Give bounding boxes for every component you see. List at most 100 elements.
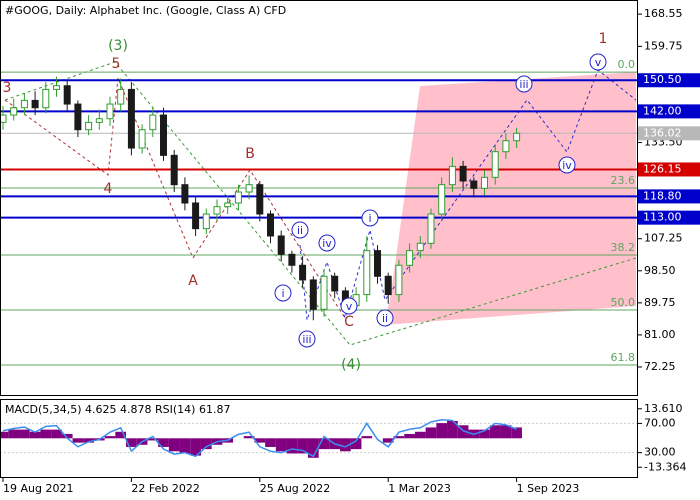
fib-label: 38.2 xyxy=(611,241,636,254)
y-tick-label: 89.75 xyxy=(644,296,676,309)
y-tick-label: 159.75 xyxy=(644,39,683,52)
x-tick-label: 19 Aug 2021 xyxy=(3,482,73,495)
candle-body xyxy=(256,184,264,215)
candle-body xyxy=(384,275,392,296)
price-frame xyxy=(0,0,638,396)
macd-bar xyxy=(158,438,169,447)
x-tick-label: 22 Feb 2022 xyxy=(131,482,199,495)
projection-zone xyxy=(383,72,636,325)
macd-bar xyxy=(404,433,415,439)
y-tick-label: 81.00 xyxy=(644,328,676,341)
candle-body xyxy=(459,165,467,182)
candle-body xyxy=(416,242,424,252)
candle-body xyxy=(267,213,274,237)
macd-bar xyxy=(500,425,512,439)
candle-body xyxy=(470,180,478,189)
candle-body xyxy=(427,213,435,244)
candle-body xyxy=(213,206,221,215)
candle-body xyxy=(502,140,510,153)
macd-bar xyxy=(61,433,73,439)
macd-bar xyxy=(286,438,298,454)
candle-body xyxy=(74,103,82,131)
macd-bar xyxy=(265,438,276,447)
wave-label: iii xyxy=(302,333,311,346)
candle-body xyxy=(374,250,381,277)
candle-body xyxy=(448,165,456,186)
macd-bar xyxy=(40,429,52,439)
level-tag xyxy=(638,189,700,204)
wave-lines xyxy=(4,61,637,346)
rsi-line xyxy=(2,418,517,458)
macd-bar xyxy=(115,431,127,439)
candle-body xyxy=(117,88,125,105)
macd-bar xyxy=(179,438,191,454)
level-label: 126.15 xyxy=(643,162,682,175)
wave-label: v xyxy=(595,56,602,69)
y-tick-label: 168.55 xyxy=(644,7,683,20)
macd-bar xyxy=(361,436,373,439)
macd-bar xyxy=(104,436,116,439)
x-tick-label: 25 Aug 2022 xyxy=(260,482,330,495)
macd-bar xyxy=(243,436,255,439)
candle-body xyxy=(320,275,328,310)
candle-body xyxy=(31,99,39,109)
macd-bar xyxy=(489,425,501,439)
candle-body xyxy=(10,107,18,116)
macd-bar xyxy=(393,436,405,439)
wave-label: 4 xyxy=(104,181,113,197)
candle-body xyxy=(234,191,242,204)
level-label: 142.00 xyxy=(643,104,682,117)
y-tick-label: -13.364 xyxy=(644,460,686,473)
wave-circle xyxy=(361,209,379,227)
x-tick-label: 1 Sep 2023 xyxy=(517,482,580,495)
wave-circle xyxy=(376,309,394,327)
macd-bar xyxy=(340,438,351,452)
y-tick-label: 107.25 xyxy=(644,232,683,245)
level-label: 150.50 xyxy=(643,73,682,86)
macd-bar xyxy=(19,429,30,439)
last-price-tag xyxy=(638,126,700,141)
wave-line xyxy=(4,77,346,319)
candle-body xyxy=(331,275,339,292)
candle-body xyxy=(181,184,189,204)
wave-circle xyxy=(291,221,309,239)
fib-label: 50.0 xyxy=(611,296,636,309)
level-tag xyxy=(638,210,700,225)
candle-body xyxy=(288,253,296,266)
candle-body xyxy=(363,250,371,296)
y-tick-label: 13.610 xyxy=(644,402,683,415)
level-label: 118.80 xyxy=(643,189,682,202)
macd-bar xyxy=(0,431,9,439)
y-tick-label: 30.00 xyxy=(644,446,676,459)
y-tick-label: 70.00 xyxy=(644,416,676,429)
wave-label: C xyxy=(344,314,354,330)
macd-bar xyxy=(51,429,62,439)
wave-label: v xyxy=(346,300,353,313)
macd-bar xyxy=(425,427,437,439)
y-tick-label: 72.25 xyxy=(644,360,676,373)
macd-bar xyxy=(350,438,362,450)
candle-body xyxy=(106,103,114,120)
wave-label: 1 xyxy=(599,31,608,47)
macd-bar xyxy=(8,429,20,439)
candle-body xyxy=(299,264,307,281)
wave-label: (4) xyxy=(341,357,361,373)
macd-bar xyxy=(168,438,180,452)
candle-body xyxy=(202,213,210,230)
macd-bar xyxy=(479,429,490,439)
wave-label: 3 xyxy=(3,80,12,96)
wave-label: i xyxy=(281,287,284,300)
candle-body xyxy=(127,88,135,149)
macd-bar xyxy=(414,431,426,439)
level-tag xyxy=(638,162,700,177)
wave-label: ii xyxy=(382,312,388,325)
macd-bar xyxy=(147,438,159,441)
macd-bar xyxy=(297,438,308,454)
candle-body xyxy=(309,279,317,310)
level-tag xyxy=(638,104,700,119)
macd-bar xyxy=(447,420,458,439)
candle-body xyxy=(395,264,403,296)
candle-body xyxy=(85,121,93,131)
wave-line xyxy=(4,61,637,346)
